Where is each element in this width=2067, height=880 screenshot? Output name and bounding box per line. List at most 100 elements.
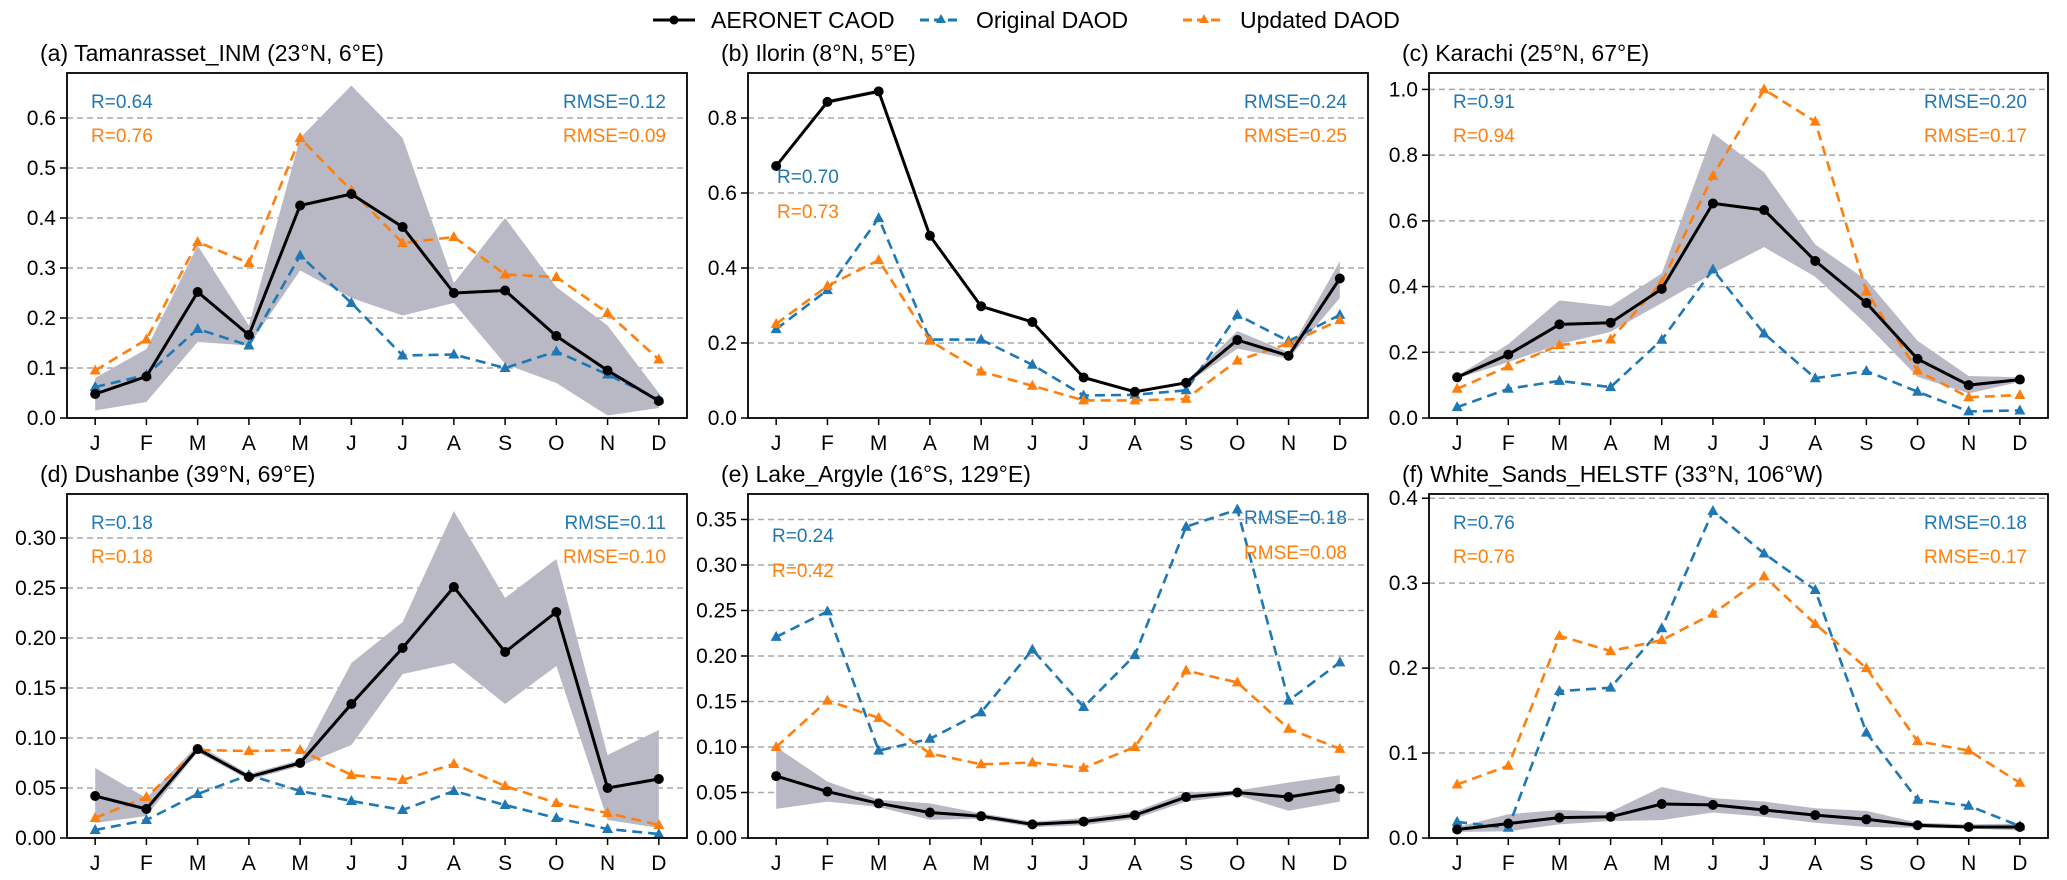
data-point-original-nov: [602, 823, 614, 833]
y-tick-label: 0.4: [27, 207, 57, 230]
data-point-aeronet-jan: [1452, 372, 1463, 383]
series-updated: [770, 664, 1346, 772]
data-point-updated-apr: [1605, 645, 1617, 656]
data-point-updated-feb: [140, 791, 152, 801]
y-tick-label: 0.4: [1389, 276, 1419, 299]
series-updated: [89, 744, 665, 829]
x-tick-label: J: [1027, 852, 1038, 875]
data-point-original-may: [1656, 333, 1668, 344]
data-point-original-mar: [873, 212, 885, 223]
x-tick-label: M: [870, 432, 888, 455]
x-tick-label: J: [1452, 432, 1463, 455]
y-tick-label: 0.6: [708, 182, 737, 205]
x-tick-label: A: [1808, 852, 1822, 875]
data-point-aeronet-feb: [822, 786, 833, 797]
series-original: [1451, 263, 2026, 416]
y-tick-label: 0.0: [1389, 827, 1418, 850]
data-point-updated-sep: [1180, 392, 1192, 403]
data-point-original-apr: [924, 732, 936, 743]
x-tick-label: M: [972, 432, 990, 455]
y-tick-label: 0.0: [1389, 407, 1418, 430]
legend-marker-original: [936, 14, 946, 23]
data-point-updated-dec: [2014, 776, 2026, 787]
x-tick-label: J: [90, 852, 101, 875]
data-point-original-dec: [653, 828, 665, 838]
x-tick-label: M: [870, 852, 888, 875]
data-point-aeronet-mar: [873, 798, 884, 809]
data-point-aeronet-may: [976, 301, 987, 312]
data-point-updated-jun: [1026, 756, 1038, 767]
x-tick-label: J: [346, 852, 357, 875]
legend-entry-updated: Updated DAOD: [1183, 7, 1400, 33]
data-point-aeronet-may: [295, 758, 306, 768]
data-point-original-apr: [1605, 681, 1617, 692]
series-line-updated: [1456, 575, 2021, 786]
x-tick-label: J: [346, 432, 357, 455]
data-point-aeronet-dec: [2014, 821, 2025, 832]
r-updated-label: R=0.76: [91, 126, 153, 147]
data-point-updated-apr: [1605, 333, 1617, 344]
y-tick-label: 0.35: [696, 508, 737, 531]
r-original-label: R=0.18: [91, 513, 153, 534]
data-point-updated-jun: [1707, 607, 1719, 618]
data-point-original-aug: [448, 348, 460, 359]
data-point-aeronet-nov: [1283, 792, 1294, 803]
r-original-label: R=0.76: [1453, 513, 1515, 534]
data-point-original-feb: [140, 814, 152, 824]
stats-annotations: R=0.24 R=0.42 RMSE=0.18 RMSE=0.08: [772, 508, 1347, 582]
panel-title: (b) Ilorin (8°N, 5°E): [721, 40, 916, 66]
data-point-updated-aug: [1809, 617, 1821, 628]
data-point-aeronet-mar: [192, 287, 203, 297]
series-line-aeronet: [1456, 802, 2020, 831]
r-updated-label: R=0.94: [1453, 126, 1515, 147]
data-point-original-mar: [1553, 374, 1565, 385]
y-tick-label: 0.5: [27, 157, 56, 180]
rmse-original-label: RMSE=0.24: [1244, 92, 1347, 113]
data-point-aeronet-feb: [1503, 349, 1514, 360]
y-tick-label: 0.1: [27, 357, 56, 380]
rmse-original-label: RMSE=0.18: [1244, 508, 1347, 529]
data-point-aeronet-may: [1656, 283, 1667, 294]
data-point-updated-dec: [653, 353, 665, 364]
series-original: [770, 503, 1346, 755]
data-point-updated-feb: [1502, 360, 1514, 371]
rmse-original-label: RMSE=0.12: [563, 92, 666, 113]
data-point-updated-sep: [1860, 662, 1872, 673]
data-point-original-jan: [89, 824, 101, 834]
data-point-updated-oct: [550, 797, 562, 807]
data-point-aeronet-feb: [141, 371, 152, 382]
data-point-original-jun: [345, 795, 357, 805]
data-point-updated-jun: [345, 769, 357, 779]
r-original-label: R=0.70: [777, 167, 839, 188]
data-point-aeronet-nov: [602, 365, 613, 376]
data-point-original-jul: [397, 349, 409, 360]
y-axis: 0.0 0.1 0.2 0.3 0.4: [1389, 487, 1429, 850]
data-point-original-nov: [1963, 799, 1975, 810]
data-point-original-mar: [192, 323, 204, 333]
x-tick-label: J: [397, 852, 408, 875]
data-point-original-jan: [770, 323, 782, 334]
panel-a: (a) Tamanrasset_INM (23°N, 6°E) 0.0 0.1 0.2…: [27, 40, 688, 455]
series-line-aeronet: [1456, 201, 2021, 387]
y-tick-label: 0.00: [696, 827, 737, 850]
x-tick-label: J: [771, 852, 782, 875]
x-tick-label: A: [1128, 432, 1142, 455]
data-point-updated-oct: [1231, 354, 1243, 365]
x-tick-label: S: [1859, 852, 1873, 875]
x-tick-label: S: [1179, 852, 1193, 875]
data-point-aeronet-dec: [653, 396, 664, 406]
data-point-aeronet-apr: [924, 807, 935, 818]
data-point-aeronet-dec: [2014, 374, 2025, 385]
data-point-aeronet-aug: [1129, 386, 1140, 397]
data-point-updated-feb: [821, 280, 833, 290]
series-line-aeronet: [775, 774, 1341, 826]
data-point-original-sep: [1180, 520, 1192, 531]
y-tick-label: 0.30: [15, 527, 56, 550]
data-point-updated-nov: [1963, 391, 1975, 402]
data-point-updated-mar: [1553, 339, 1565, 350]
rmse-updated-label: RMSE=0.25: [1244, 126, 1347, 147]
data-point-aeronet-jul: [1078, 372, 1089, 383]
panel-title: (c) Karachi (25°N, 67°E): [1402, 40, 1649, 66]
